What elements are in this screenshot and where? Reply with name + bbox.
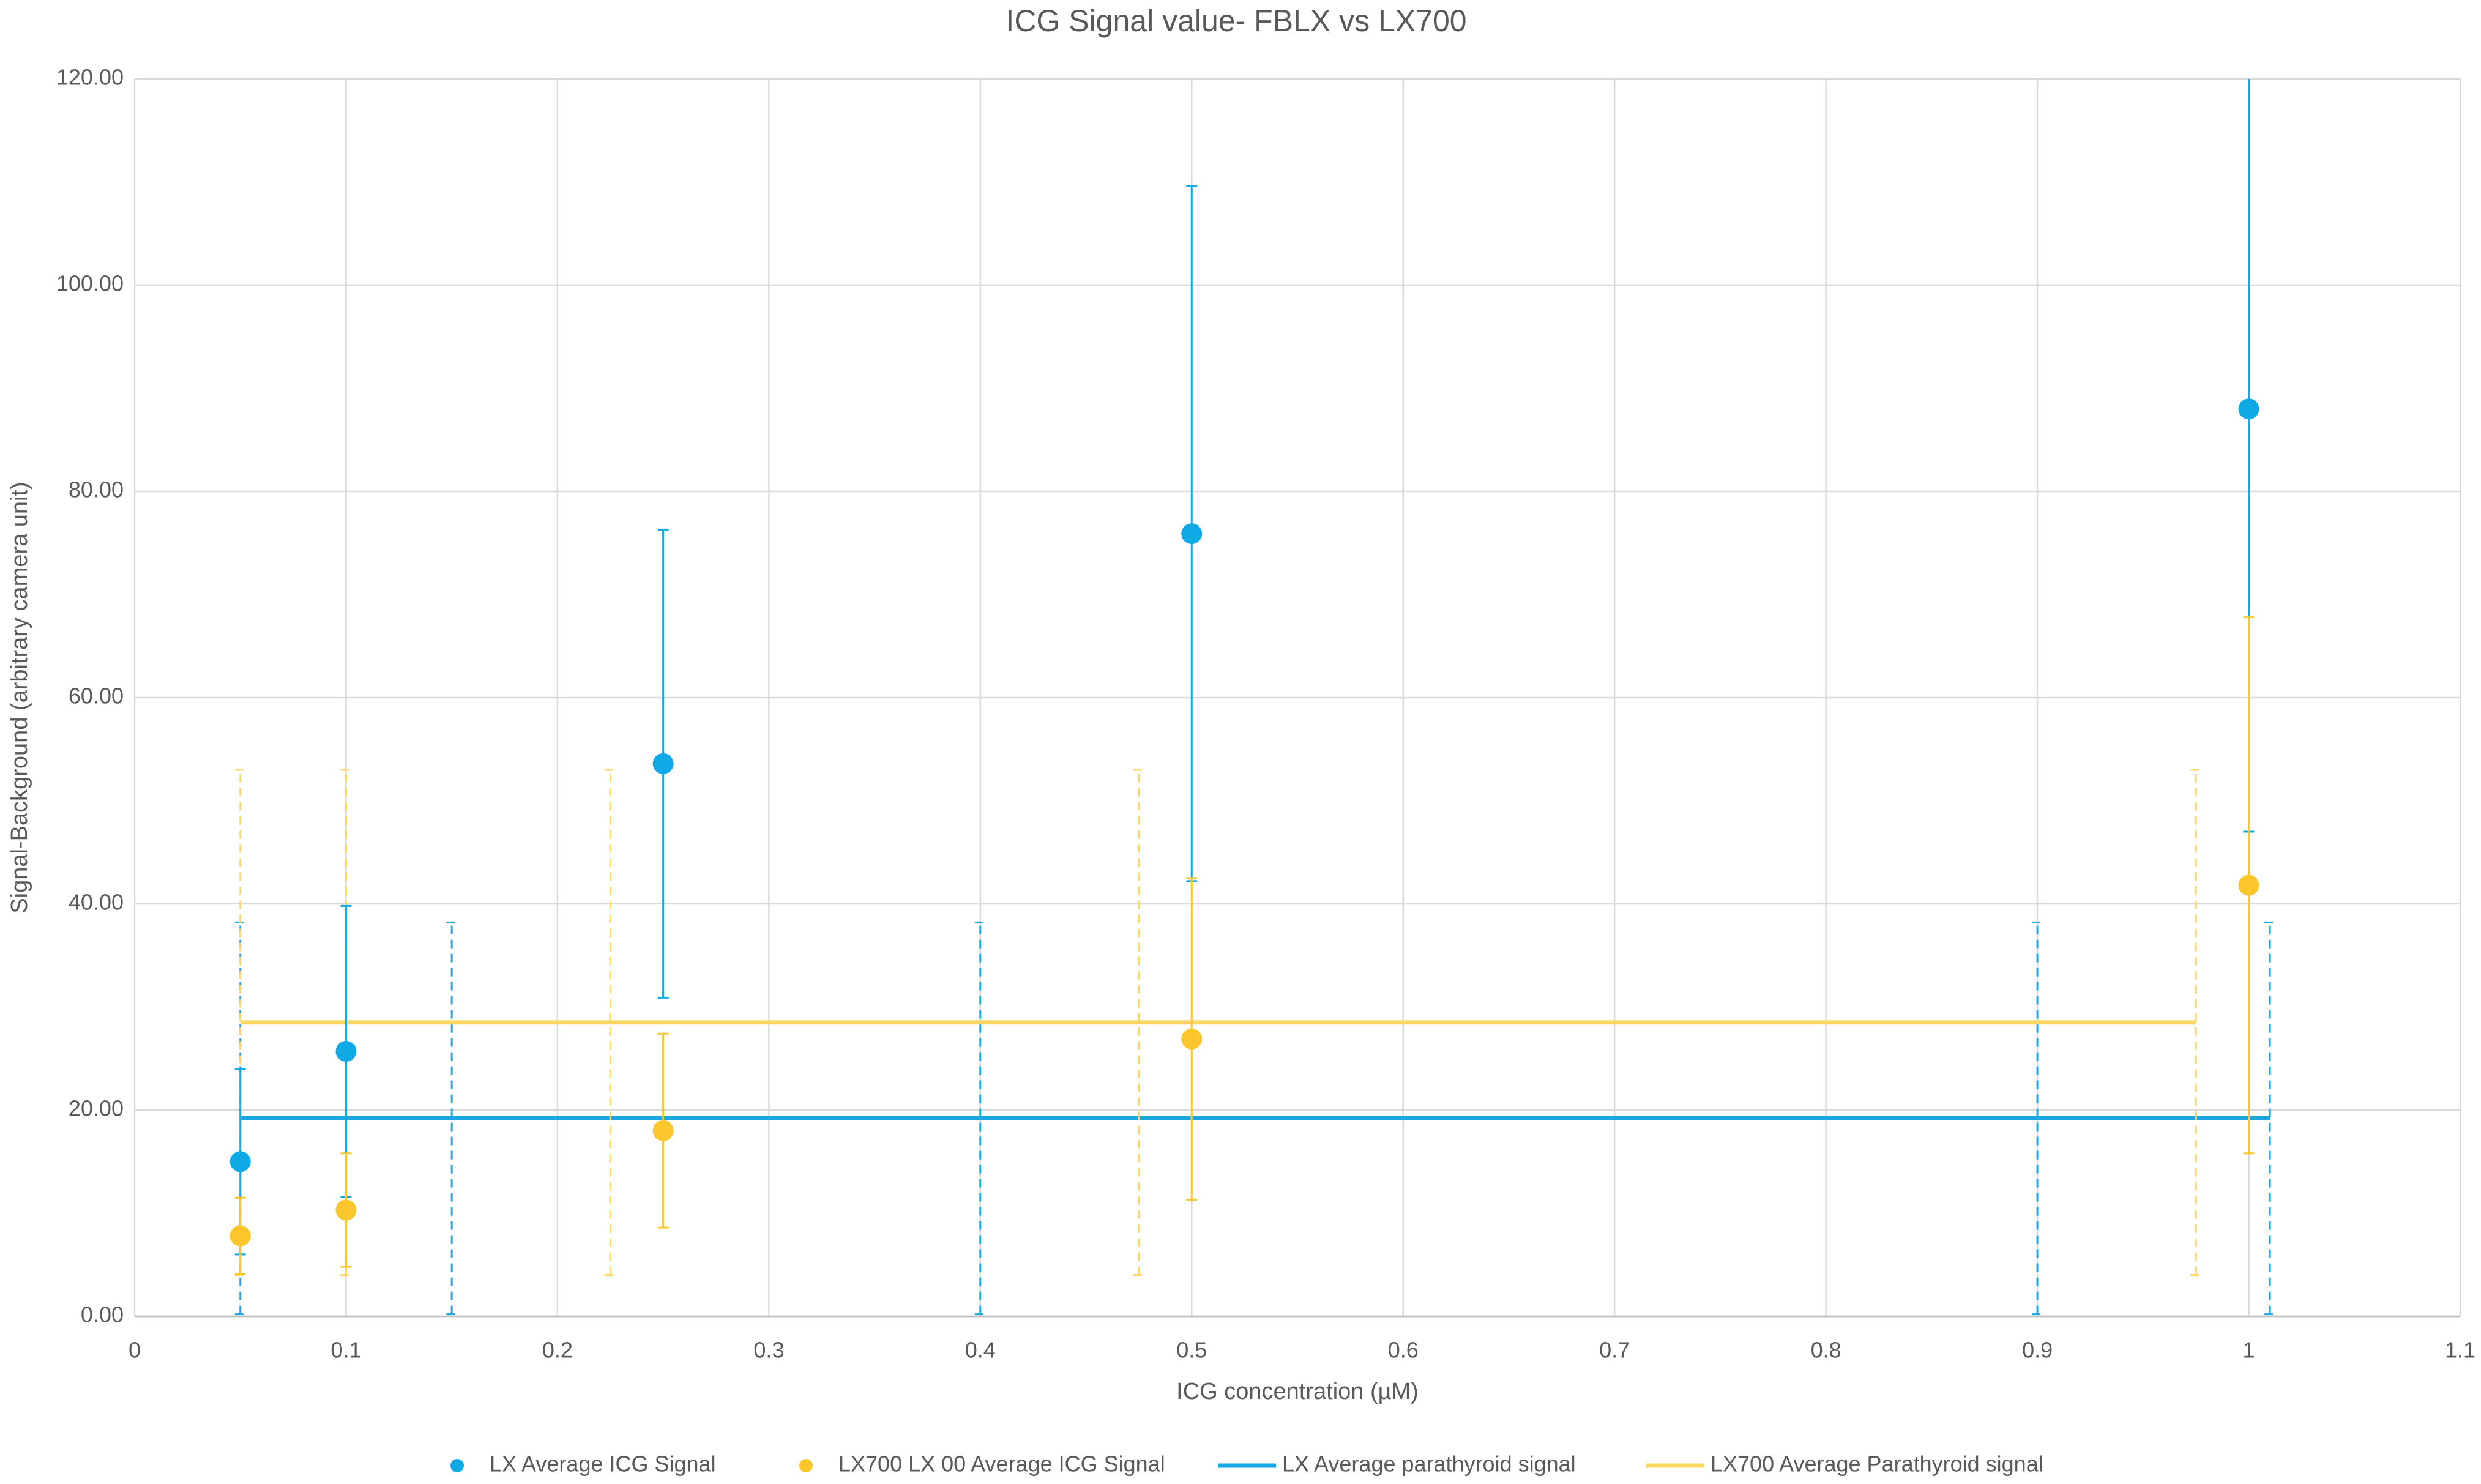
legend-label: LX700 Average Parathyroid signal	[1711, 1452, 2043, 1477]
error-bar	[2190, 769, 2202, 1277]
y-tick-label: 40.00	[69, 890, 124, 915]
x-tick-label: 0.6	[1388, 1338, 1419, 1363]
y-tick-label: 120.00	[56, 65, 124, 90]
x-tick-label: 0.8	[1811, 1338, 1841, 1363]
y-tick-label: 60.00	[69, 684, 124, 709]
point	[335, 1040, 357, 1062]
point	[229, 1151, 251, 1173]
y-tick-label: 100.00	[56, 271, 124, 296]
legend-swatch	[450, 1459, 464, 1472]
error-bar	[974, 921, 986, 1316]
error-bar	[446, 921, 458, 1316]
y-tick-label: 0.00	[81, 1302, 124, 1327]
chart-title: ICG Signal value- FBLX vs LX700	[1005, 4, 1466, 38]
y-tick-label: 80.00	[69, 477, 124, 502]
point	[229, 1225, 251, 1247]
error-bar	[1133, 769, 1144, 1277]
error-bar	[2264, 921, 2276, 1316]
point	[652, 1120, 674, 1141]
error-bar	[340, 769, 352, 1277]
error-bar	[2032, 921, 2043, 1316]
point	[335, 1199, 357, 1221]
x-axis-label: ICG concentration (µM)	[1176, 1379, 1419, 1404]
x-tick-label: 0.5	[1176, 1338, 1207, 1363]
error-bar	[605, 769, 616, 1277]
x-tick-label: 0.4	[965, 1338, 996, 1363]
x-tick-label: 0.9	[2022, 1338, 2053, 1363]
legend-label: LX700 LX 00 Average ICG Signal	[838, 1452, 1165, 1477]
x-tick-label: 0	[129, 1338, 141, 1363]
y-tick-label: 20.00	[69, 1096, 124, 1121]
legend-swatch	[799, 1459, 813, 1472]
y-axis-label: Signal-Background (arbitrary camera unit…	[7, 482, 32, 913]
x-tick-label: 0.7	[1599, 1338, 1630, 1363]
x-tick-label: 0.3	[753, 1338, 784, 1363]
plot-area	[229, 79, 2276, 1316]
x-tick-label: 0.1	[330, 1338, 361, 1363]
point	[1181, 523, 1203, 545]
point	[2238, 398, 2259, 420]
x-tick-label: 1.1	[2445, 1338, 2475, 1363]
point	[2238, 874, 2259, 896]
point	[652, 753, 674, 774]
point	[1181, 1028, 1203, 1050]
x-tick-label: 0.2	[542, 1338, 573, 1363]
error-bar	[234, 769, 246, 1277]
legend-label: LX Average ICG Signal	[490, 1452, 716, 1477]
legend-label: LX Average parathyroid signal	[1282, 1452, 1576, 1477]
x-tick-label: 1	[2243, 1338, 2255, 1363]
